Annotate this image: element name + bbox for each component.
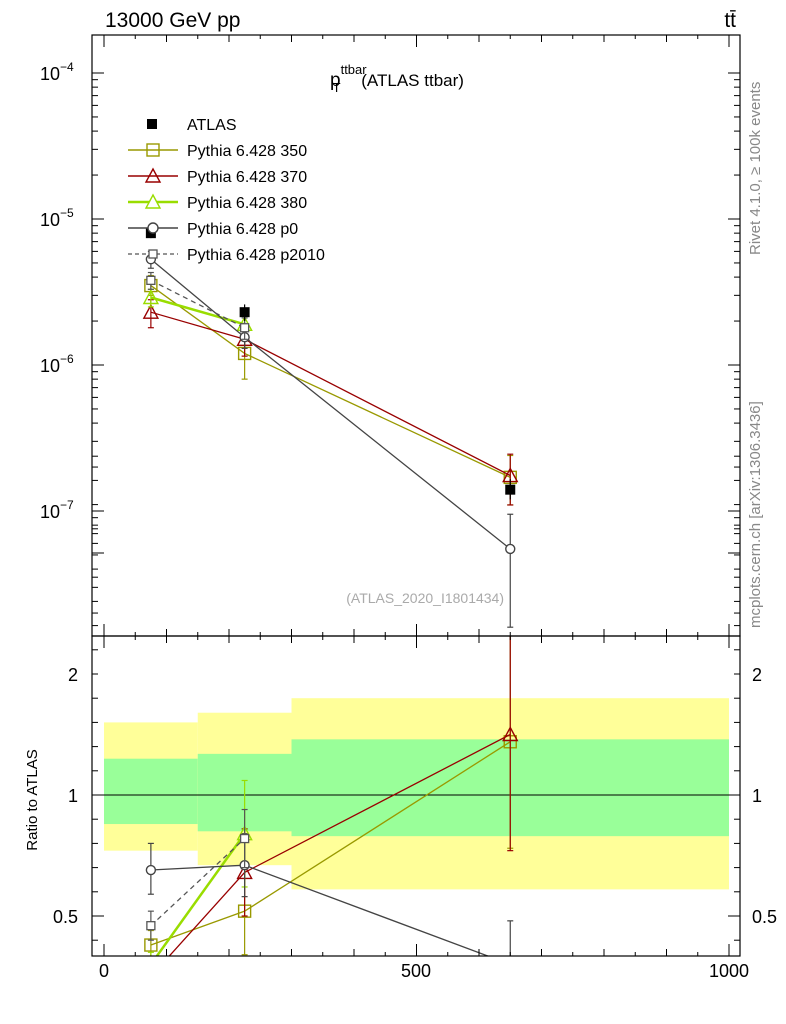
ratio-marker-1-0 — [144, 970, 158, 983]
main-marker-4-1 — [239, 323, 250, 333]
main-series-1 — [142, 299, 519, 506]
legend-label-p0: Pythia 6.428 p0 — [187, 221, 298, 238]
ratio-ylabel-right-1: 1 — [752, 786, 762, 806]
main-series-2 — [142, 288, 253, 336]
legend-label-370: Pythia 6.428 370 — [187, 169, 307, 186]
main-marker-2-0 — [142, 289, 160, 305]
main-y-tick-labels: 10−4 10−5 10−6 10−7 — [40, 60, 74, 522]
legend-marker-p2010 — [148, 249, 158, 259]
y-decade-label-6: 10−6 — [40, 352, 74, 376]
header-left: 13000 GeV pp — [105, 9, 240, 32]
y-decade-label-4: 10−4 — [40, 60, 74, 84]
ratio-ylabel-right-2: 2 — [752, 665, 762, 685]
ratio-marker-4-1 — [239, 833, 250, 844]
ratio-ylabel-right-0: 0.5 — [752, 907, 777, 927]
atlas-point-1 — [239, 307, 250, 318]
x-tick-labels: 0 500 1000 — [99, 961, 749, 981]
legend-label-p2010: Pythia 6.428 p2010 — [187, 247, 325, 264]
ratio-ylabel-left-0: 0.5 — [53, 907, 78, 927]
main-series-3 — [145, 250, 516, 628]
ratio-axis-title: Ratio to ATLAS — [24, 749, 41, 850]
ratio-band-green-0 — [104, 758, 198, 825]
analysis-id: (ATLAS_2020_I1801434) — [346, 590, 504, 606]
legend-item-350: Pythia 6.428 350 — [128, 143, 307, 160]
ratio-series-layer — [144, 636, 519, 983]
header-right: tt̄ — [724, 9, 736, 32]
y-decade-label-7: 10−7 — [40, 498, 74, 522]
main-marker-1-0 — [142, 303, 160, 319]
ratio-marker-2-0 — [150, 955, 151, 956]
atlas-point-2 — [505, 484, 516, 495]
rivet-label: Rivet 4.1.0, ≥ 100k events — [747, 82, 764, 255]
ratio-marker-1-2 — [502, 726, 519, 742]
main-line-3 — [150, 258, 511, 550]
legend-marker-380 — [144, 193, 162, 209]
legend-item-p2010: Pythia 6.428 p2010 — [128, 247, 325, 264]
legend-marker-atlas — [147, 119, 157, 129]
legend-marker-p0 — [147, 222, 159, 234]
legend-label-atlas: ATLAS — [187, 117, 237, 134]
ratio-line-4 — [150, 838, 246, 927]
main-series-0 — [144, 274, 517, 506]
main-marker-4-0 — [146, 275, 156, 286]
ratio-marker-4-0 — [146, 921, 156, 931]
legend-label-380: Pythia 6.428 380 — [187, 195, 307, 212]
x-label-0: 0 — [99, 961, 109, 981]
ratio-line-2 — [155, 832, 246, 956]
x-label-500: 500 — [401, 961, 431, 981]
legend-item-p0: Pythia 6.428 p0 — [128, 221, 298, 238]
y-decade-label-5: 10−5 — [40, 206, 74, 230]
main-series-4 — [146, 271, 250, 340]
mcplots-label: mcplots.cern.ch [arXiv:1306.3436] — [747, 401, 764, 628]
ratio-y-tick-labels: 0.5 1 2 0.5 1 2 — [53, 665, 777, 927]
ratio-series-4 — [146, 808, 250, 941]
main-series-layer — [142, 228, 519, 628]
legend-marker-350 — [146, 143, 160, 157]
ratio-ylabel-left-1: 1 — [68, 786, 78, 806]
legend-item-atlas: ATLAS — [147, 117, 237, 134]
ratio-marker-3-2 — [506, 960, 515, 969]
main-marker-3-2 — [505, 543, 516, 555]
reference-atlas — [145, 228, 516, 500]
axis-ticks — [92, 35, 740, 956]
main-line-2 — [150, 296, 245, 326]
ratio-marker-3-0 — [145, 864, 157, 876]
legend-label-350: Pythia 6.428 350 — [187, 143, 307, 160]
legend: ATLAS Pythia 6.428 350 Pythia 6.428 370 … — [128, 117, 325, 264]
legend-item-380: Pythia 6.428 380 — [128, 193, 307, 212]
legend-item-370: Pythia 6.428 370 — [128, 167, 307, 186]
plot-title: pttbar T (ATLAS ttbar) — [330, 62, 464, 95]
legend-marker-370 — [144, 167, 162, 183]
ratio-ylabel-left-2: 2 — [68, 665, 78, 685]
x-label-1000: 1000 — [709, 961, 749, 981]
ratio-bands — [92, 698, 740, 890]
